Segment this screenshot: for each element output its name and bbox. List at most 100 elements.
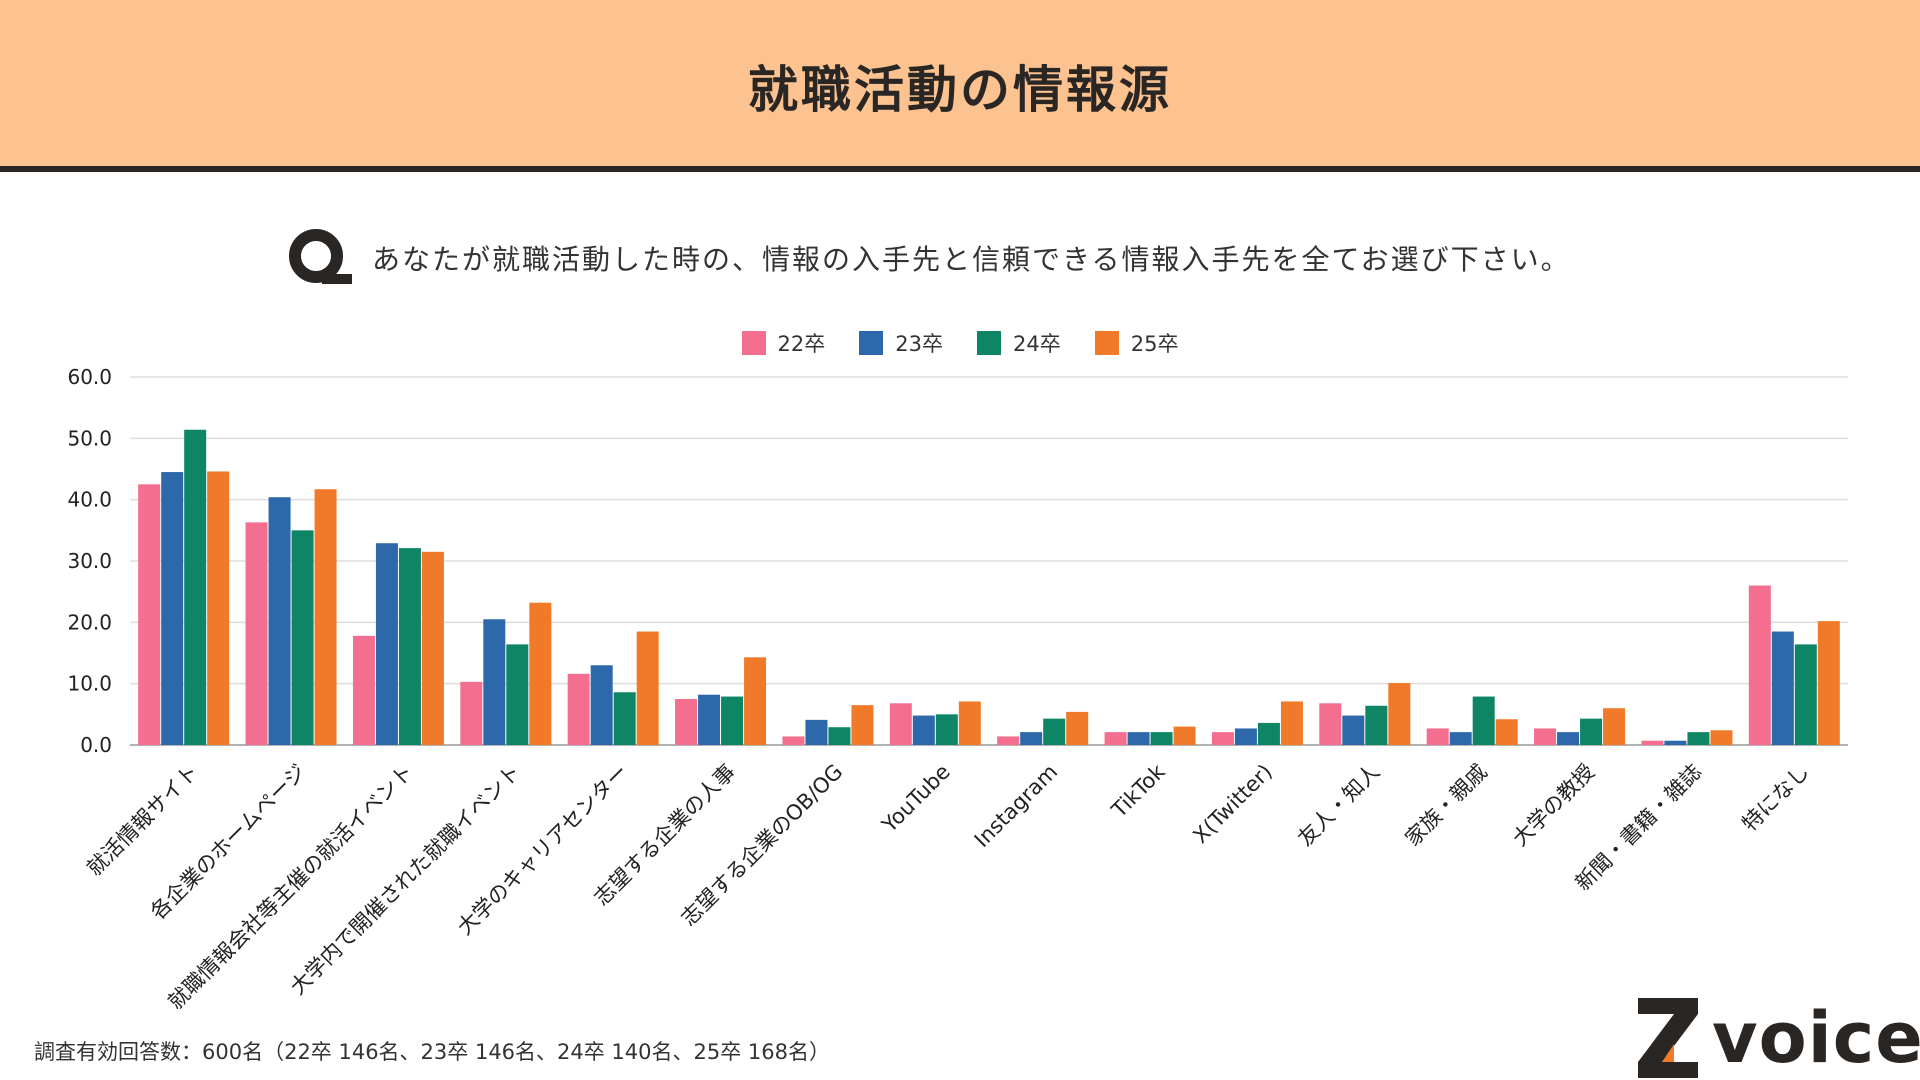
bar-23卒-10 (1234, 728, 1257, 745)
x-category-label: 特になし (1737, 760, 1813, 836)
bar-22卒-3 (460, 681, 483, 745)
y-tick-label: 40.0 (67, 488, 112, 512)
bar-25卒-5 (744, 657, 767, 745)
bar-24卒-12 (1472, 696, 1495, 745)
legend-swatch-25 (1094, 331, 1119, 355)
legend-swatch-24 (977, 331, 1001, 355)
bar-24卒-2 (398, 548, 421, 745)
x-category-label: 大学のキャリアセンター (453, 760, 633, 940)
x-category-label: 家族・親戚 (1401, 760, 1492, 851)
bar-23卒-1 (268, 497, 291, 745)
legend-item-23: 23卒 (859, 328, 943, 358)
x-category-label: 就活情報サイト (82, 760, 203, 881)
zvoice-logo: voice (1636, 996, 1920, 1080)
bar-23卒-3 (483, 619, 506, 745)
x-category-label: TikTok (1106, 759, 1170, 823)
bar-25卒-4 (636, 631, 659, 745)
bar-25卒-12 (1495, 719, 1518, 745)
legend-label-25: 25卒 (1130, 332, 1179, 356)
x-category-label: 友人・知人 (1293, 760, 1384, 851)
z-logo-icon (1638, 998, 1698, 1078)
bar-23卒-15 (1771, 631, 1794, 745)
bar-25卒-6 (851, 705, 874, 745)
bar-22卒-0 (138, 484, 161, 745)
y-tick-label: 10.0 (67, 672, 112, 696)
bar-24卒-5 (721, 696, 744, 745)
bar-25卒-8 (1066, 711, 1089, 745)
bar-23卒-14 (1664, 740, 1687, 745)
bar-25卒-15 (1817, 621, 1840, 745)
bar-22卒-11 (1319, 703, 1342, 745)
bar-25卒-1 (314, 489, 337, 745)
bar-24卒-15 (1794, 644, 1817, 745)
bar-22卒-1 (245, 522, 268, 745)
bar-23卒-13 (1557, 732, 1580, 745)
y-tick-label: 60.0 (67, 365, 112, 389)
x-category-label: X(Twitter) (1188, 760, 1276, 848)
bar-22卒-5 (675, 699, 698, 745)
bar-23卒-6 (805, 719, 828, 745)
bar-22卒-8 (997, 736, 1020, 745)
bar-24卒-7 (935, 714, 958, 745)
question-text: あなたが就職活動した時の、情報の入手先と信頼できる情報入手先を全てお選び下さい。 (372, 243, 1571, 276)
bar-22卒-14 (1641, 740, 1664, 745)
bar-24卒-3 (506, 644, 529, 745)
bar-25卒-9 (1173, 726, 1196, 745)
bar-24卒-10 (1257, 722, 1280, 745)
bar-25卒-14 (1710, 730, 1733, 745)
legend-item-22: 22卒 (741, 328, 826, 358)
logo-text: voice (1712, 997, 1920, 1079)
legend-label-23: 23卒 (895, 332, 943, 356)
bar-24卒-11 (1365, 705, 1388, 745)
bar-23卒-9 (1127, 732, 1150, 745)
chart-legend: 22卒 23卒 24卒 25卒 (0, 328, 1920, 358)
bar-22卒-2 (352, 635, 375, 745)
y-tick-label: 30.0 (67, 549, 112, 573)
bar-24卒-4 (613, 692, 636, 745)
header-banner: 就職活動の情報源 (0, 0, 1920, 172)
x-category-label: Instagram (970, 760, 1063, 853)
bar-25卒-10 (1280, 701, 1303, 745)
x-category-label: 大学の教授 (1508, 760, 1599, 851)
bar-22卒-9 (1104, 732, 1127, 745)
bar-22卒-10 (1211, 732, 1234, 745)
bar-23卒-11 (1342, 715, 1365, 745)
question-row: あなたが就職活動した時の、情報の入手先と信頼できる情報入手先を全てお選び下さい。 (288, 228, 1571, 288)
bar-22卒-7 (889, 703, 912, 745)
bar-25卒-3 (529, 602, 552, 745)
y-tick-label: 0.0 (80, 733, 112, 757)
page-title: 就職活動の情報源 (748, 61, 1172, 119)
bar-23卒-7 (912, 715, 935, 745)
bar-22卒-13 (1534, 728, 1557, 745)
bar-24卒-1 (291, 530, 314, 745)
legend-item-25: 25卒 (1094, 328, 1179, 358)
bar-25卒-13 (1603, 708, 1626, 745)
bar-24卒-13 (1580, 718, 1603, 745)
footnote: 調査有効回答数：600名（22卒 146名、23卒 146名、24卒 140名、… (34, 1040, 830, 1064)
bar-23卒-0 (161, 472, 184, 745)
bar-23卒-2 (375, 543, 398, 745)
bar-22卒-4 (567, 673, 590, 745)
bar-22卒-15 (1748, 585, 1771, 745)
legend-item-24: 24卒 (977, 328, 1061, 358)
bar-24卒-6 (828, 727, 851, 745)
x-category-label: YouTube (877, 760, 955, 838)
bar-22卒-12 (1426, 728, 1449, 745)
legend-swatch-22 (741, 331, 766, 355)
x-category-label: 大学内で開催された就職イベント (286, 760, 526, 1000)
bar-24卒-8 (1043, 718, 1066, 745)
y-tick-label: 50.0 (67, 426, 112, 450)
bar-23卒-4 (590, 665, 613, 745)
bar-24卒-14 (1687, 732, 1710, 745)
bar-25卒-7 (958, 701, 981, 745)
bar-24卒-9 (1150, 732, 1173, 745)
bar-23卒-8 (1020, 732, 1043, 745)
bar-25卒-2 (421, 551, 444, 745)
bar-23卒-5 (698, 694, 721, 745)
bar-23卒-12 (1449, 732, 1472, 745)
bar-24卒-0 (184, 429, 207, 745)
legend-swatch-23 (859, 331, 884, 355)
bar-22卒-6 (782, 736, 805, 745)
legend-label-22: 22卒 (777, 332, 826, 356)
bar-chart: 0.010.020.030.040.050.060.0就活情報サイト各企業のホー… (67, 365, 1848, 1014)
